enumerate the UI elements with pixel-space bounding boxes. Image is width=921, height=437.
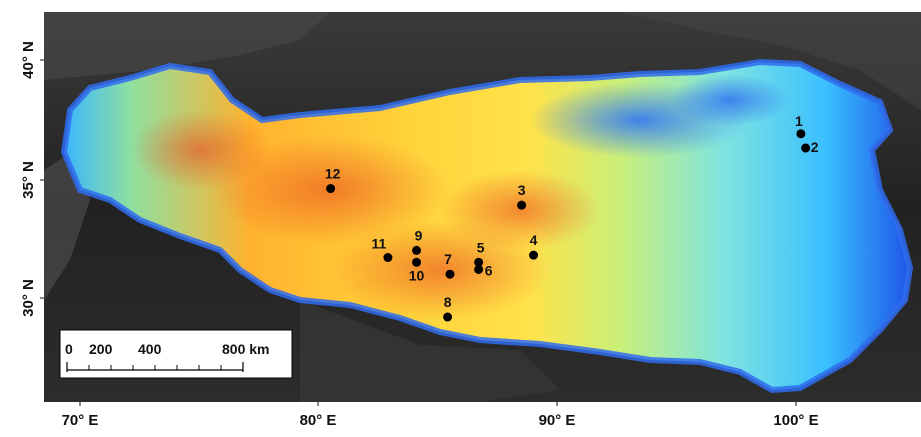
background-relief <box>44 12 330 80</box>
lat-tick-label: 40° N <box>20 41 37 79</box>
scale-bar: 0 200 400 800 km <box>59 329 293 379</box>
lon-tick-label: 90° E <box>539 412 576 429</box>
site-marker <box>529 250 539 260</box>
lon-tick-label: 100° E <box>773 412 818 429</box>
scale-label-400: 400 <box>138 341 162 357</box>
site-label: 10 <box>409 267 425 283</box>
scale-label-800: 800 km <box>222 341 269 357</box>
lat-tick-label: 35° N <box>20 161 37 199</box>
site-label: 2 <box>811 139 819 155</box>
site-marker <box>474 264 484 274</box>
background-relief <box>620 12 921 110</box>
scale-label-0: 0 <box>65 341 73 357</box>
site-marker <box>412 257 422 267</box>
site-marker <box>517 200 527 210</box>
site-marker <box>412 245 422 255</box>
site-label: 8 <box>444 294 452 310</box>
site-label: 6 <box>485 262 493 278</box>
site-label: 1 <box>795 113 803 129</box>
site-marker <box>796 129 806 139</box>
site-label: 4 <box>530 232 538 248</box>
site-marker <box>383 253 393 263</box>
site-label: 5 <box>477 239 485 255</box>
lat-tick-label: 30° N <box>20 279 37 317</box>
site-label: 11 <box>372 236 387 252</box>
lat-axis: 40° N 35° N 30° N <box>20 41 44 317</box>
background-relief <box>300 300 560 402</box>
site-label: 9 <box>415 227 423 243</box>
high-elevation-area <box>130 110 270 190</box>
scale-label-200: 200 <box>89 341 113 357</box>
high-elevation-area <box>440 170 600 250</box>
site-marker <box>445 269 455 279</box>
site-marker <box>443 312 453 322</box>
site-label: 7 <box>444 251 452 267</box>
site-marker <box>474 257 484 267</box>
basin-area <box>670 74 790 126</box>
site-marker <box>801 143 811 153</box>
lon-tick-label: 70° E <box>62 412 99 429</box>
lon-axis: 70° E 80° E 90° E 100° E <box>62 402 819 429</box>
site-label: 12 <box>325 166 341 182</box>
site-marker <box>326 184 336 194</box>
plateau-rim <box>60 58 914 394</box>
lon-tick-label: 80° E <box>300 412 337 429</box>
site-label: 3 <box>518 182 526 198</box>
